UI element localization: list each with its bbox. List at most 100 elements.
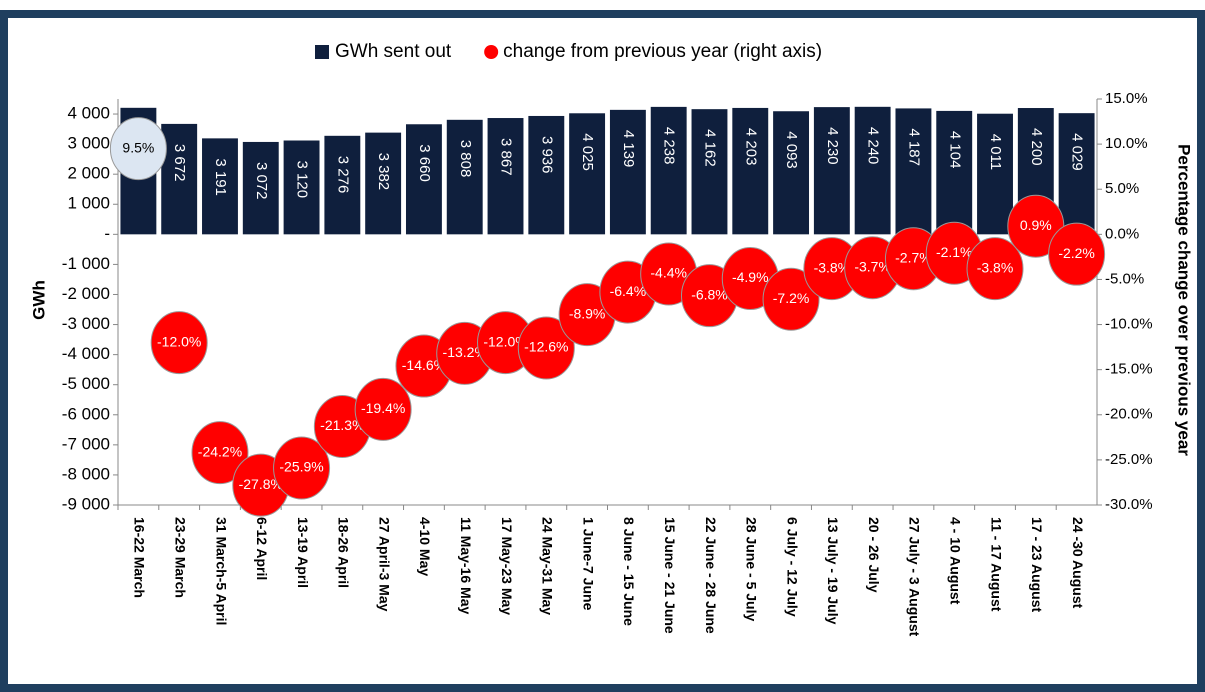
bar-value-label: 4 025 [579, 133, 596, 171]
marker-label: -12.6% [524, 339, 568, 355]
x-tick-label: 23-29 March [172, 517, 188, 598]
marker [354, 377, 412, 441]
marker-label: -2.2% [1058, 245, 1095, 261]
bar [895, 108, 932, 235]
x-tick-label: 11 - 17 August [988, 517, 1004, 612]
marker-label: -6.8% [691, 286, 728, 302]
marker-label: -2.7% [895, 249, 932, 265]
bar [569, 113, 606, 235]
marker-label: -14.6% [402, 357, 446, 373]
marker-label: -6.4% [610, 283, 647, 299]
legend-swatch [315, 45, 329, 59]
y2-tick-label: 5.0% [1105, 180, 1139, 197]
x-tick-label: 4-10 May [417, 517, 433, 576]
marker-label: -24.2% [198, 443, 242, 459]
bar-value-label: 4 011 [987, 134, 1004, 170]
y-tick-label: 2 000 [67, 164, 110, 183]
y2-tick-label: 15.0% [1105, 90, 1148, 107]
y-tick-label: -3 000 [62, 314, 110, 333]
marker-label: -12.0% [157, 333, 201, 349]
bar [609, 109, 646, 235]
marker-label: -8.9% [569, 305, 606, 321]
marker [517, 316, 575, 380]
x-tick-label: 6-12 April [254, 517, 270, 580]
bar-value-label: 3 660 [416, 144, 433, 182]
bar-value-label: 4 093 [783, 131, 800, 169]
bar [528, 115, 565, 235]
y-tick-label: -1 000 [62, 254, 110, 273]
bar-value-label: 3 276 [334, 156, 351, 194]
bar [936, 110, 973, 235]
y2-tick-label: -20.0% [1105, 406, 1153, 423]
y-tick-label: -2 000 [62, 284, 110, 303]
bar [446, 119, 483, 235]
bar-value-label: 4 240 [865, 127, 882, 165]
x-tick-label: 11 May-16 May [458, 517, 474, 614]
bar [813, 107, 850, 235]
marker-label: -3.8% [977, 259, 1014, 275]
x-tick-label: 18-26 April [336, 517, 352, 588]
bar-value-label: 4 187 [905, 128, 922, 166]
y-tick-label: 3 000 [67, 134, 110, 153]
bar [1058, 113, 1095, 235]
y-tick-label: -4 000 [62, 344, 110, 363]
x-tick-label: 24 May-31 May [540, 517, 556, 615]
marker-label: -7.2% [773, 290, 810, 306]
bar-value-label: 4 230 [824, 127, 841, 165]
y-tick-label: -5 000 [62, 374, 110, 393]
bar-value-label: 4 104 [946, 131, 963, 169]
marker-label: 9.5% [122, 139, 154, 155]
x-tick-label: 27 April-3 May [376, 517, 392, 612]
bar-value-label: 3 191 [212, 158, 229, 196]
y2-tick-label: -25.0% [1105, 451, 1153, 468]
bar [324, 135, 361, 235]
bar-value-label: 3 672 [171, 144, 188, 182]
bar [854, 106, 891, 235]
y2-tick-label: 0.0% [1105, 225, 1139, 242]
x-tick-label: 28 June - 5 July [744, 517, 760, 621]
legend-swatch [484, 45, 499, 59]
x-tick-label: 17 May-23 May [499, 517, 515, 615]
marker-label: -19.4% [361, 400, 405, 416]
bar [283, 140, 320, 235]
bar-value-label: 3 867 [498, 138, 515, 176]
bar [732, 107, 769, 235]
bar [691, 109, 728, 235]
marker [109, 117, 167, 181]
y2-tick-label: -30.0% [1105, 496, 1153, 513]
marker-label: -12.0% [483, 333, 527, 349]
bar-value-label: 3 936 [538, 136, 555, 174]
marker-label: -25.9% [279, 459, 323, 475]
y2-axis-title: Percentage change over previous year [1175, 144, 1194, 456]
bar [650, 106, 687, 235]
marker [966, 237, 1024, 301]
marker-label: -13.2% [443, 344, 487, 360]
x-tick-label: 17 - 23 August [1029, 517, 1045, 613]
bar-value-label: 4 139 [620, 130, 637, 168]
y2-tick-label: -15.0% [1105, 361, 1153, 378]
bar-value-label: 3 120 [294, 161, 311, 199]
marker [273, 436, 331, 500]
y-tick-label: -9 000 [62, 494, 110, 513]
bar-value-label: 3 072 [253, 162, 270, 200]
x-tick-label: 20 - 26 July [866, 517, 882, 593]
marker-label: -4.9% [732, 269, 769, 285]
bar [977, 113, 1013, 235]
bar [773, 111, 810, 235]
y-axis-title: GWh [29, 280, 48, 320]
x-tick-label: 31 March-5 April [213, 517, 229, 625]
y-tick-label: 4 000 [67, 104, 110, 123]
bar [202, 138, 238, 235]
bar-value-label: 4 162 [702, 129, 719, 167]
marker [762, 267, 820, 331]
marker-label: -3.7% [854, 258, 891, 274]
bar-value-label: 4 029 [1069, 133, 1086, 171]
x-tick-label: 22 June - 28 June [703, 517, 719, 634]
y-tick-label: 1 000 [67, 194, 110, 213]
bar-value-label: 3 808 [457, 140, 474, 178]
marker [191, 421, 249, 485]
bar [365, 132, 402, 235]
y-tick-label: -6 000 [62, 404, 110, 423]
y2-tick-label: -10.0% [1105, 316, 1153, 333]
